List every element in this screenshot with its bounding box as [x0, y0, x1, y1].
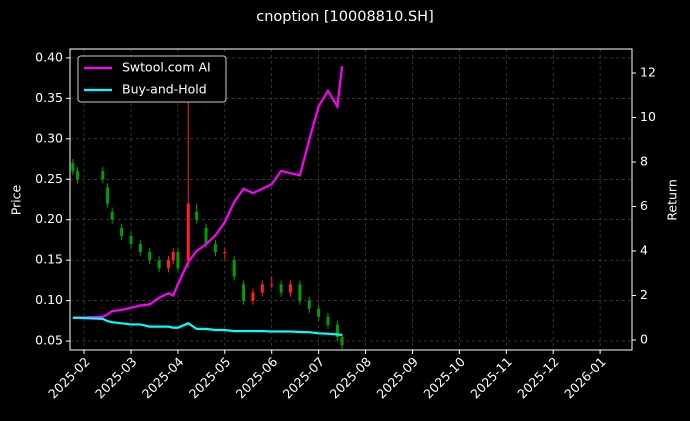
chart-title: cnoption [10008810.SH] [256, 9, 433, 25]
candle-body [213, 244, 217, 253]
line-series [72, 316, 343, 337]
y2-tick-label: 0 [640, 331, 648, 346]
y-tick-label: 0.15 [35, 252, 63, 267]
candle-body [157, 260, 161, 269]
y-axis-label: Price [9, 184, 24, 215]
candle-body [148, 252, 152, 261]
candle-body [307, 300, 311, 309]
candle-body [223, 252, 227, 254]
y-tick-label: 0.25 [35, 171, 63, 186]
candle-body [129, 235, 133, 245]
candle-body [204, 227, 208, 245]
candle-body [326, 316, 330, 325]
y-tick-label: 0.05 [35, 333, 63, 348]
legend-box [77, 55, 227, 103]
y2-tick-label: 4 [640, 243, 648, 258]
y-tick-label: 0.40 [35, 49, 63, 64]
y-tick-label: 0.10 [35, 292, 63, 307]
candle-body [167, 260, 171, 269]
candle-body [110, 211, 114, 220]
candle-body [335, 324, 339, 338]
candle-body [270, 284, 274, 286]
candle-body [298, 284, 302, 301]
candle-body [101, 171, 105, 180]
y2-tick-label: 12 [640, 65, 656, 80]
plot-frame [69, 48, 633, 351]
candle-body [340, 337, 344, 346]
candle-body [251, 292, 255, 301]
candle-body [279, 284, 283, 293]
candle-body [260, 284, 264, 293]
candle-body [195, 211, 199, 220]
y-tick-label: 0.20 [35, 211, 63, 226]
candle-body [171, 252, 175, 261]
legend-label: Buy-and-Hold [122, 82, 207, 97]
y-tick-label: 0.35 [35, 90, 63, 105]
y2-axis-label: Return [665, 179, 680, 220]
y2-tick-label: 6 [640, 198, 648, 213]
candle-body [176, 252, 180, 269]
candle-body [138, 244, 142, 253]
y2-tick-label: 8 [640, 154, 648, 169]
y2-tick-label: 10 [640, 109, 656, 124]
candle-body [120, 227, 124, 236]
candle-body [76, 171, 80, 180]
y-tick-label: 0.30 [35, 130, 63, 145]
line-series [72, 66, 344, 319]
y2-tick-label: 2 [640, 287, 648, 302]
candle-body [288, 284, 292, 293]
candle-body [317, 308, 321, 317]
candle-body [242, 284, 246, 301]
candle-body [106, 187, 110, 204]
candle-body [232, 260, 236, 277]
candle-body [71, 163, 75, 172]
candle-body [186, 203, 190, 261]
legend-label: Swtool.com AI [122, 60, 211, 75]
